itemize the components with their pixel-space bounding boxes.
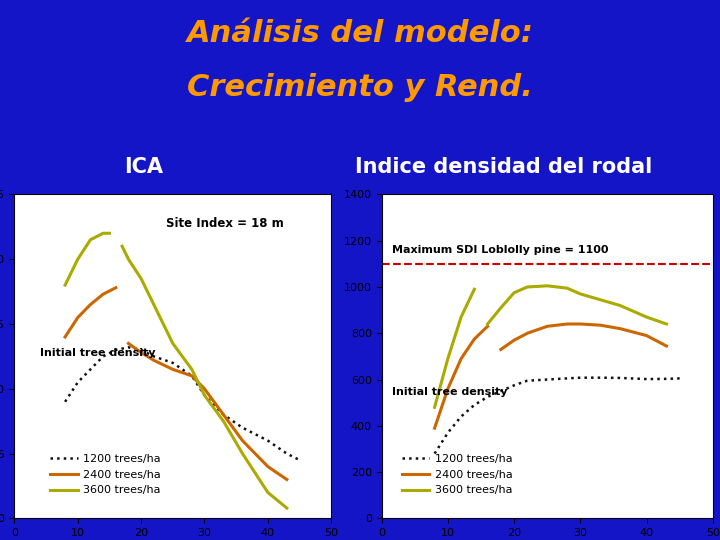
Text: Site Index = 18 m: Site Index = 18 m: [166, 217, 284, 230]
Legend: 1200 trees/ha, 2400 trees/ha, 3600 trees/ha: 1200 trees/ha, 2400 trees/ha, 3600 trees…: [45, 450, 166, 500]
Text: Initial tree density: Initial tree density: [40, 348, 156, 359]
Text: Indice densidad del rodal: Indice densidad del rodal: [356, 157, 652, 178]
Legend: 1200 trees/ha, 2400 trees/ha, 3600 trees/ha: 1200 trees/ha, 2400 trees/ha, 3600 trees…: [397, 450, 517, 500]
Text: Initial tree density: Initial tree density: [392, 387, 507, 397]
Text: ICA: ICA: [125, 157, 163, 178]
Text: Crecimiento y Rend.: Crecimiento y Rend.: [187, 73, 533, 102]
Text: Análisis del modelo:: Análisis del modelo:: [186, 19, 534, 48]
Text: Maximum SDI Loblolly pine = 1100: Maximum SDI Loblolly pine = 1100: [392, 245, 608, 255]
